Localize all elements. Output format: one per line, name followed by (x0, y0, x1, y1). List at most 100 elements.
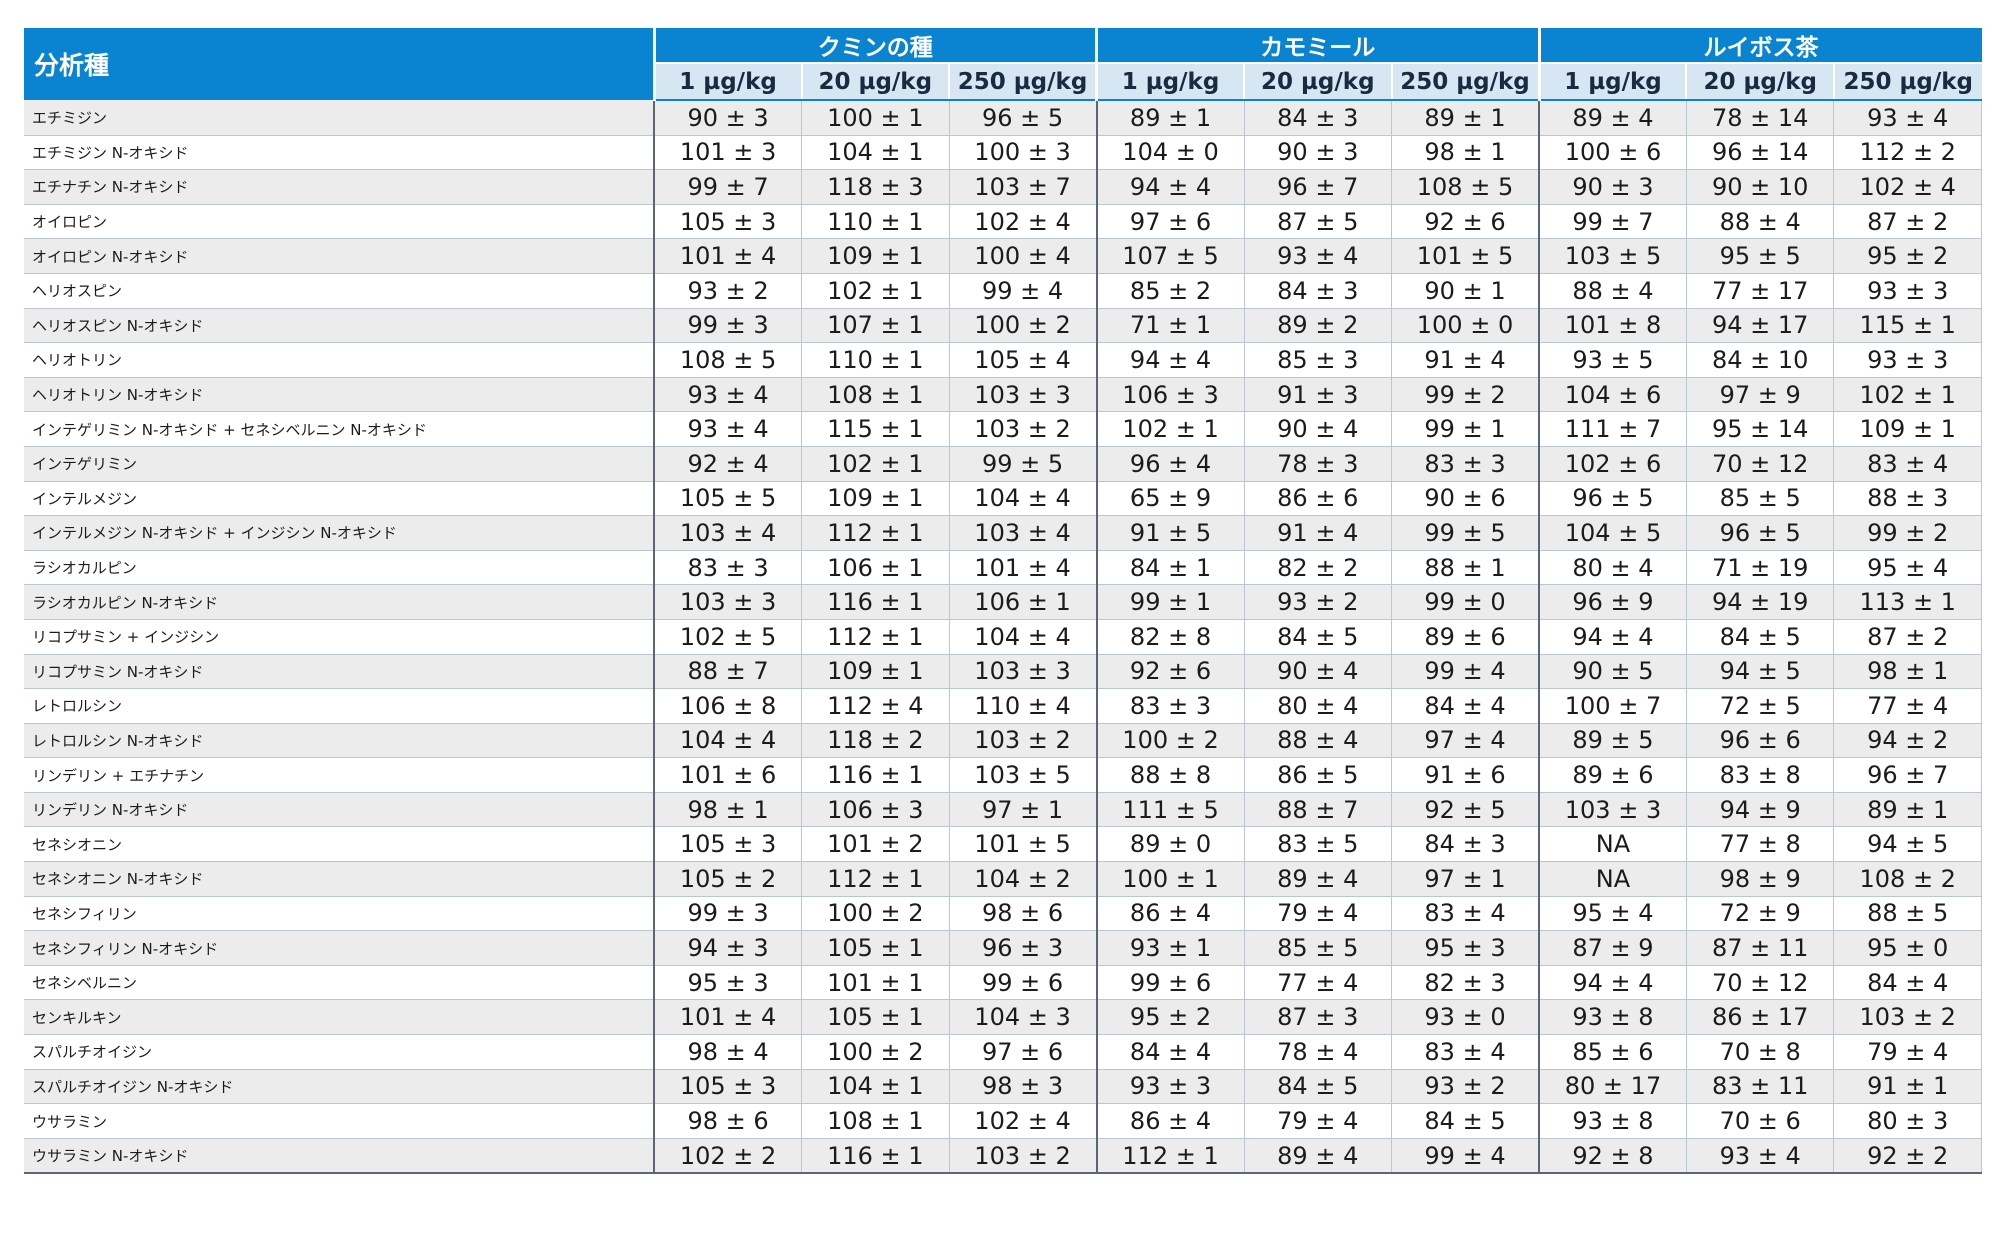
recovery-value-cell: 103 ± 4 (653, 515, 802, 551)
table-row: レトロルシン N-オキシド 104 ± 4 118 ± 2 103 ± 2 100 ± … (24, 723, 1982, 759)
recovery-value-cell: 88 ± 8 (1095, 757, 1245, 793)
recovery-value-cell: 110 ± 1 (801, 342, 950, 378)
recovery-value-cell: 98 ± 4 (653, 1034, 802, 1070)
recovery-value-cell: 100 ± 0 (1391, 308, 1539, 344)
recovery-value-cell: 104 ± 1 (801, 1069, 950, 1105)
analyte-name-cell: スパルチオイジン (24, 1034, 656, 1070)
recovery-value-cell: 98 ± 1 (1833, 654, 1982, 690)
recovery-value-cell: 87 ± 2 (1833, 619, 1982, 655)
recovery-value-cell: 89 ± 4 (1243, 1138, 1392, 1175)
recovery-value-cell: 103 ± 7 (948, 169, 1097, 205)
recovery-value-cell: 89 ± 1 (1095, 100, 1245, 136)
table-body: エチミジン 90 ± 3 100 ± 1 96 ± 5 89 ± 1 84 ± 3 89 ±… (24, 100, 1982, 1175)
recovery-value-cell: 88 ± 1 (1391, 550, 1539, 586)
recovery-value-cell: 93 ± 8 (1537, 1103, 1687, 1139)
recovery-value-cell: 97 ± 6 (1095, 204, 1245, 240)
recovery-value-cell: 77 ± 4 (1243, 965, 1392, 1001)
analyte-column-header: 分析種 (24, 28, 655, 100)
recovery-value-cell: 88 ± 4 (1537, 273, 1687, 309)
recovery-value-cell: 96 ± 3 (948, 930, 1097, 966)
recovery-value-cell: 101 ± 4 (653, 238, 802, 274)
recovery-value-cell: 116 ± 1 (801, 584, 950, 620)
recovery-value-cell: 84 ± 3 (1243, 100, 1392, 136)
recovery-value-cell: 102 ± 2 (653, 1138, 802, 1175)
analyte-name-cell: ヘリオトリン (24, 342, 656, 378)
concentration-header: 20 µg/kg (1243, 63, 1392, 101)
recovery-value-cell: 96 ± 4 (1095, 446, 1245, 482)
recovery-value-cell: 102 ± 6 (1537, 446, 1687, 482)
analyte-name-cell: エチミジン N-オキシド (24, 135, 656, 171)
recovery-value-cell: 105 ± 2 (653, 861, 802, 897)
recovery-value-cell: 93 ± 4 (1685, 1138, 1834, 1175)
table-row: ヘリオトリン N-オキシド 93 ± 4 108 ± 1 103 ± 3 106 ± 3… (24, 377, 1982, 413)
recovery-value-cell: 80 ± 4 (1537, 550, 1687, 586)
recovery-value-cell: 103 ± 4 (948, 515, 1097, 551)
recovery-value-cell: 83 ± 4 (1391, 1034, 1539, 1070)
recovery-value-cell: 93 ± 2 (1243, 584, 1392, 620)
recovery-value-cell: 113 ± 1 (1833, 584, 1982, 620)
recovery-value-cell: 104 ± 4 (653, 723, 802, 759)
concentration-header-row: 1 µg/kg 20 µg/kg 250 µg/kg 1 µg/kg 20 µg… (24, 63, 1982, 101)
recovery-value-cell: 106 ± 3 (1095, 377, 1245, 413)
analyte-name-cell: オイロピン N-オキシド (24, 238, 656, 274)
recovery-value-cell: 108 ± 1 (801, 377, 950, 413)
recovery-value-cell: 101 ± 3 (653, 135, 802, 171)
recovery-value-cell: 96 ± 5 (1537, 481, 1687, 517)
analyte-name-cell: セネシフィリン (24, 896, 656, 932)
recovery-value-cell: 70 ± 12 (1685, 446, 1834, 482)
recovery-value-cell: 95 ± 14 (1685, 411, 1834, 447)
table-row: セネシベルニン 95 ± 3 101 ± 1 99 ± 6 99 ± 6 77 ± 4 82… (24, 965, 1982, 1001)
recovery-value-cell: 112 ± 1 (1095, 1138, 1245, 1175)
recovery-value-cell: 77 ± 4 (1833, 688, 1982, 724)
concentration-header: 20 µg/kg (800, 63, 950, 101)
recovery-value-cell: 84 ± 1 (1095, 550, 1245, 586)
recovery-value-cell: 101 ± 1 (801, 965, 950, 1001)
recovery-value-cell: 72 ± 9 (1685, 896, 1834, 932)
recovery-value-cell: 99 ± 4 (948, 273, 1097, 309)
recovery-value-cell: 94 ± 2 (1833, 723, 1982, 759)
recovery-value-cell: 116 ± 1 (801, 1138, 950, 1175)
group-header-row: 分析種 クミンの種 カモミール ルイボス茶 (24, 28, 1982, 100)
recovery-value-cell: 96 ± 7 (1833, 757, 1982, 793)
analyte-name-cell: インテルメジン (24, 481, 656, 517)
recovery-value-cell: 91 ± 4 (1243, 515, 1392, 551)
recovery-value-cell: 84 ± 5 (1685, 619, 1834, 655)
recovery-value-cell: 94 ± 5 (1833, 826, 1982, 863)
recovery-value-cell: 84 ± 4 (1833, 965, 1982, 1001)
recovery-value-cell: 93 ± 1 (1095, 930, 1245, 966)
recovery-value-cell: 87 ± 5 (1243, 204, 1392, 240)
recovery-value-cell: 101 ± 4 (653, 999, 802, 1036)
recovery-value-cell: 88 ± 7 (1243, 792, 1392, 828)
recovery-value-cell: 99 ± 5 (1391, 515, 1539, 551)
recovery-value-cell: 93 ± 2 (1391, 1069, 1539, 1105)
recovery-value-cell: 87 ± 3 (1243, 999, 1392, 1036)
analyte-name-cell: ラシオカルピン N-オキシド (24, 584, 656, 620)
recovery-value-cell: 85 ± 6 (1537, 1034, 1687, 1070)
recovery-value-cell: 102 ± 1 (801, 446, 950, 482)
recovery-value-cell: 80 ± 4 (1243, 688, 1392, 724)
recovery-value-cell: 95 ± 3 (1391, 930, 1539, 966)
recovery-value-cell: 77 ± 17 (1685, 273, 1834, 309)
recovery-value-cell: 71 ± 1 (1095, 308, 1245, 344)
recovery-value-cell: 106 ± 3 (801, 792, 950, 828)
recovery-value-cell: 102 ± 4 (948, 1103, 1097, 1139)
table-row: オイロピン 105 ± 3 110 ± 1 102 ± 4 97 ± 6 87 ± 5 92… (24, 204, 1982, 240)
concentration-header: 1 µg/kg (652, 63, 802, 101)
recovery-value-cell: 105 ± 5 (653, 481, 802, 517)
recovery-value-cell: 111 ± 7 (1537, 411, 1687, 447)
table-row: インテルメジン N-オキシド + インジシン N-オキシド 103 ± 4 112 … (24, 515, 1982, 551)
recovery-value-cell: 92 ± 4 (653, 446, 802, 482)
recovery-value-cell: 92 ± 8 (1537, 1138, 1687, 1175)
recovery-value-cell: 89 ± 2 (1243, 308, 1392, 344)
recovery-value-cell: 104 ± 2 (948, 861, 1097, 897)
recovery-value-cell: 92 ± 6 (1095, 654, 1245, 690)
recovery-value-cell: 89 ± 4 (1243, 861, 1392, 897)
recovery-value-cell: 95 ± 0 (1833, 930, 1982, 966)
recovery-value-cell: 89 ± 4 (1537, 100, 1687, 136)
recovery-value-cell: 98 ± 6 (948, 896, 1097, 932)
recovery-value-cell: 72 ± 5 (1685, 688, 1834, 724)
recovery-value-cell: 99 ± 3 (653, 308, 802, 344)
recovery-value-cell: 100 ± 2 (1095, 723, 1245, 759)
recovery-value-cell: 89 ± 0 (1095, 826, 1245, 863)
